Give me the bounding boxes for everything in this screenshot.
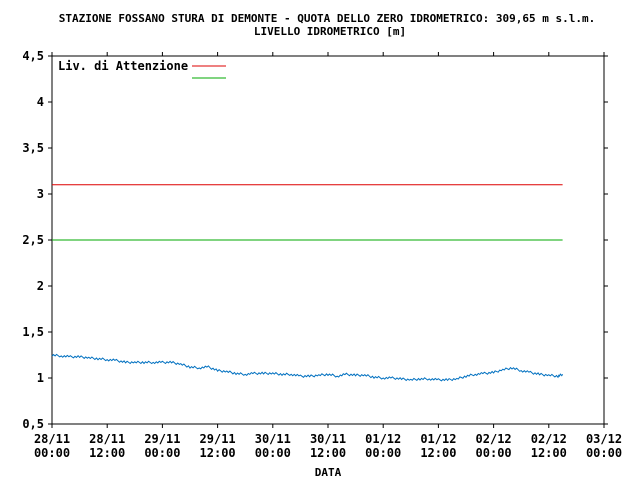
- x-tick-label-date: 02/12: [531, 432, 567, 446]
- x-tick-label-date: 03/12: [586, 432, 622, 446]
- x-tick-label-date: 29/11: [144, 432, 180, 446]
- x-tick-label-time: 00:00: [255, 446, 291, 460]
- series-line: [51, 353, 564, 382]
- x-axis-label: DATA: [315, 466, 342, 479]
- y-tick-label: 0,5: [22, 417, 44, 431]
- legend-label: Liv. di Attenzione: [58, 59, 188, 73]
- x-tick-label-time: 12:00: [531, 446, 567, 460]
- x-tick-label-time: 00:00: [365, 446, 401, 460]
- x-tick-label-time: 00:00: [586, 446, 622, 460]
- x-tick-label-date: 02/12: [476, 432, 512, 446]
- y-tick-label: 1,5: [22, 325, 44, 339]
- y-tick-label: 3,5: [22, 141, 44, 155]
- x-tick-label-date: 01/12: [365, 432, 401, 446]
- y-tick-label: 4,5: [22, 49, 44, 63]
- legend: Liv. di Attenzione: [58, 59, 226, 79]
- x-tick-label-time: 12:00: [310, 446, 346, 460]
- x-tick-label-date: 30/11: [310, 432, 346, 446]
- chart-title: STAZIONE FOSSANO STURA DI DEMONTE - QUOT…: [59, 12, 595, 25]
- x-tick-label-time: 12:00: [420, 446, 456, 460]
- x-tick-label-date: 29/11: [200, 432, 236, 446]
- y-axis: 0,5 1 1,5 2 2,5 3 3,5 4 4,5: [22, 49, 608, 431]
- chart-subtitle: LIVELLO IDROMETRICO [m]: [254, 25, 406, 38]
- x-tick-label-time: 00:00: [476, 446, 512, 460]
- y-tick-label: 1: [37, 371, 44, 385]
- x-tick-label-date: 30/11: [255, 432, 291, 446]
- x-tick-label-time: 00:00: [34, 446, 70, 460]
- y-tick-label: 3: [37, 187, 44, 201]
- x-tick-label-time: 12:00: [89, 446, 125, 460]
- x-axis: 28/1100:0028/1112:0029/1100:0029/1112:00…: [34, 52, 622, 460]
- x-tick-label-time: 00:00: [144, 446, 180, 460]
- x-tick-label-date: 28/11: [34, 432, 70, 446]
- y-tick-label: 2: [37, 279, 44, 293]
- x-tick-label-time: 12:00: [200, 446, 236, 460]
- series-lines: [51, 184, 564, 382]
- x-tick-label-date: 28/11: [89, 432, 125, 446]
- x-tick-label-date: 01/12: [420, 432, 456, 446]
- y-tick-label: 2,5: [22, 233, 44, 247]
- y-tick-label: 4: [37, 95, 44, 109]
